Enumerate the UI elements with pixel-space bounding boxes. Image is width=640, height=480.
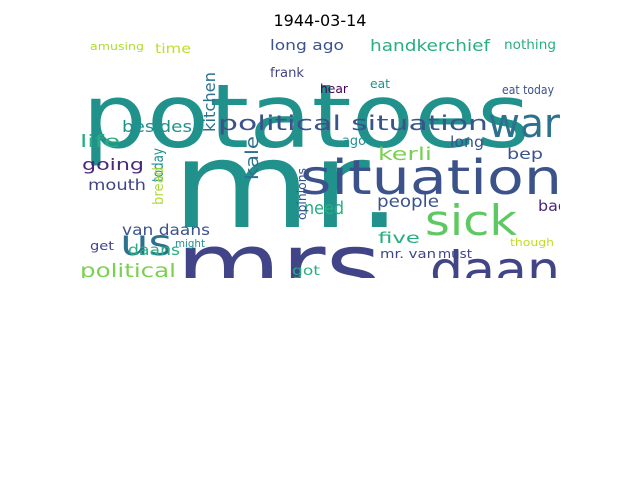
cloud-word: eat bbox=[370, 77, 390, 91]
cloud-word: five bbox=[378, 229, 420, 247]
cloud-word: daan bbox=[430, 241, 560, 278]
cloud-word: political situation bbox=[218, 111, 488, 135]
cloud-word: must bbox=[438, 247, 472, 261]
cloud-word: life bbox=[80, 132, 120, 152]
cloud-word: going bbox=[82, 155, 144, 174]
cloud-word: kitchen bbox=[200, 72, 219, 132]
cloud-word: bad bbox=[538, 197, 560, 215]
cloud-word: though bbox=[510, 236, 554, 249]
cloud-word: time bbox=[155, 42, 191, 57]
cloud-word: hear bbox=[320, 82, 348, 96]
cloud-word: today bbox=[149, 148, 167, 182]
cloud-word: long ago bbox=[270, 38, 344, 54]
cloud-word: got bbox=[292, 264, 320, 278]
cloud-word: get bbox=[90, 239, 114, 253]
cloud-word: kale bbox=[242, 136, 263, 180]
figure-title: 1944-03-14 bbox=[273, 11, 367, 30]
cloud-word: potatoes bbox=[82, 65, 530, 168]
cloud-word: kerli bbox=[378, 144, 432, 165]
cloud-word: people bbox=[377, 192, 439, 212]
cloud-word: eat today bbox=[502, 83, 554, 97]
cloud-word: bep bbox=[507, 145, 543, 163]
cloud-word: situation bbox=[300, 150, 560, 206]
cloud-word: need bbox=[304, 198, 344, 219]
word-cloud: potatoes mr. mrs. daan situation war sick us pol… bbox=[80, 37, 560, 278]
cloud-word: mr. van bbox=[380, 247, 436, 261]
cloud-word: nothing bbox=[504, 38, 556, 53]
cloud-word: us bbox=[120, 223, 172, 264]
cloud-word: war bbox=[488, 101, 560, 147]
cloud-word: mr. bbox=[172, 117, 402, 256]
cloud-word: van daans bbox=[122, 221, 210, 239]
cloud-word: ago bbox=[342, 134, 366, 149]
cloud-word: mouth bbox=[88, 176, 146, 194]
cloud-word: sick bbox=[425, 196, 518, 245]
cloud-word: mrs. bbox=[176, 214, 416, 278]
cloud-word: opinions bbox=[295, 168, 309, 220]
cloud-word: handkerchief bbox=[370, 37, 490, 55]
cloud-word: bread bbox=[151, 167, 167, 205]
cloud-word: daans bbox=[128, 241, 180, 259]
cloud-word: besides bbox=[122, 117, 192, 136]
cloud-word: might bbox=[175, 237, 206, 250]
cloud-word: political bbox=[80, 260, 176, 278]
cloud-word: frank bbox=[270, 66, 304, 81]
cloud-word: long bbox=[450, 133, 484, 151]
cloud-word: amusing bbox=[90, 40, 144, 53]
